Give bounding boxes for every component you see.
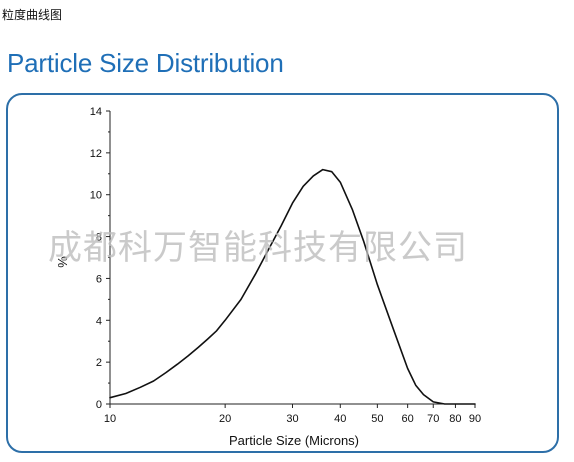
x-tick-label: 10 [104,413,116,425]
x-tick-label: 70 [427,413,439,425]
chart-ticks: 0 2 4 6 8 10 12 14 10 20 30 40 50 60 70 80 90 [90,106,481,425]
page-caption: 粒度曲线图 [2,8,63,22]
x-axis-label: Particle Size (Microns) [229,433,359,448]
x-tick-label: 90 [469,413,481,425]
y-tick-label: 4 [96,315,102,327]
x-tick-label: 50 [371,413,383,425]
y-tick-label: 10 [90,190,102,202]
y-axis-label: % [55,256,70,268]
y-tick-label: 0 [96,399,102,411]
y-tick-label: 8 [96,232,102,244]
y-tick-label: 14 [90,106,102,118]
x-tick-label: 20 [219,413,231,425]
y-tick-label: 2 [96,357,102,369]
y-tick-label: 12 [90,148,102,160]
watermark-text: 成都科万智能科技有限公司 [48,228,468,268]
chart-series [109,168,476,405]
x-tick-label: 40 [334,413,346,425]
chart-panel [6,93,559,453]
section-heading: Particle Size Distribution [7,48,284,78]
y-tick-label: 6 [96,273,102,285]
distribution-curve [109,168,476,405]
x-tick-label: 30 [286,413,298,425]
x-tick-label: 80 [449,413,461,425]
x-tick-label: 60 [402,413,414,425]
